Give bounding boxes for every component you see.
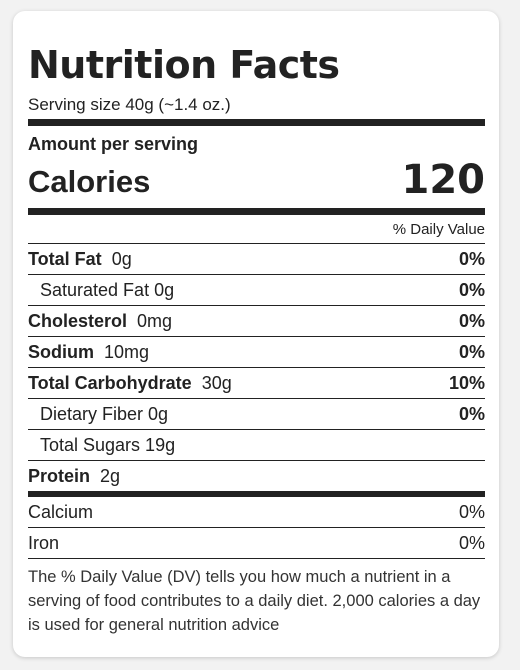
amount-per-serving: Amount per serving xyxy=(28,134,199,154)
nutrient-name: Dietary Fiber 0g xyxy=(40,403,169,424)
calories-label: Calories xyxy=(28,164,151,199)
nutrient-row-dietary-fiber: Dietary Fiber 0g 0% xyxy=(28,399,485,430)
nutrient-row-saturated-fat: Saturated Fat 0g 0% xyxy=(28,275,485,306)
nutrient-dv: 0% xyxy=(458,310,485,331)
nutrition-card: Nutrition Facts Serving size 40g (~1.4 o… xyxy=(13,11,499,657)
nutrient-dv: 0% xyxy=(458,403,485,424)
nutrient-row-cholesterol: Cholesterol 0mg 0% xyxy=(28,306,485,337)
nutrition-title: Nutrition Facts xyxy=(28,43,340,87)
nutrient-amount: 10mg xyxy=(104,341,150,362)
daily-value-header: % Daily Value xyxy=(392,221,485,238)
nutrient-name: Cholesterol xyxy=(28,310,128,331)
nutrient-name: Sodium xyxy=(28,341,94,362)
nutrient-row-total-fat: Total Fat 0g 0% xyxy=(28,244,485,275)
nutrient-amount: 30g xyxy=(201,372,232,393)
serving-size: Serving size 40g (~1.4 oz.) xyxy=(28,95,231,114)
thick-divider xyxy=(28,119,485,126)
nutrient-dv: 0% xyxy=(458,279,485,300)
nutrient-dv: 10% xyxy=(448,372,485,393)
nutrient-amount: 2g xyxy=(100,465,121,486)
heavy-divider xyxy=(28,491,485,497)
nutrient-dv: 0% xyxy=(458,341,485,362)
mineral-name: Iron xyxy=(28,532,60,553)
nutrient-dv: 0% xyxy=(458,248,485,269)
nutrient-row-total-carbohydrate: Total Carbohydrate 30g 10% xyxy=(28,368,485,399)
footnote: The % Daily Value (DV) tells you how muc… xyxy=(28,568,481,634)
nutrient-row-sodium: Sodium 10mg 0% xyxy=(28,337,485,368)
mineral-dv: 0% xyxy=(458,501,485,522)
nutrient-name: Protein xyxy=(28,465,91,486)
mineral-row-calcium: Calcium 0% xyxy=(28,497,485,528)
nutrient-row-total-sugars: Total Sugars 19g xyxy=(28,430,485,461)
nutrient-name: Total Fat xyxy=(28,248,102,269)
nutrient-name: Total Carbohydrate xyxy=(28,372,192,393)
nutrient-name: Total Sugars 19g xyxy=(40,434,176,455)
thin-divider xyxy=(28,243,485,244)
nutrient-row-protein: Protein 2g xyxy=(28,461,485,491)
nutrient-name: Saturated Fat 0g xyxy=(40,279,175,300)
nutrition-facts-panel: Nutrition Facts Serving size 40g (~1.4 o… xyxy=(28,11,485,637)
thick-divider xyxy=(28,208,485,215)
nutrient-amount: 0mg xyxy=(137,310,173,331)
calories-row: Calories 120 xyxy=(28,158,485,202)
calories-value: 120 xyxy=(401,157,486,203)
mineral-name: Calcium xyxy=(28,501,94,522)
nutrient-amount: 0g xyxy=(111,248,132,269)
mineral-dv: 0% xyxy=(458,532,485,553)
mineral-row-iron: Iron 0% xyxy=(28,528,485,559)
